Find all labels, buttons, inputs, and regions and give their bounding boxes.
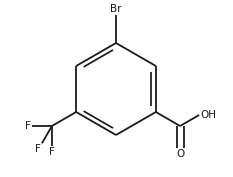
Text: F: F — [35, 144, 41, 154]
Text: Br: Br — [110, 4, 122, 14]
Text: OH: OH — [200, 110, 216, 120]
Text: F: F — [25, 121, 31, 131]
Text: O: O — [176, 149, 184, 159]
Text: F: F — [49, 147, 55, 157]
